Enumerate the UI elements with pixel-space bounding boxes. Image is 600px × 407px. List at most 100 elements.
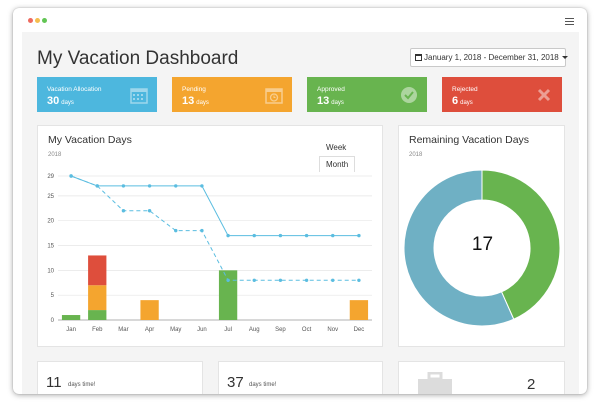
x-tick-label: Apr [145,327,154,333]
stat-label: Approved [317,86,345,93]
line-point [252,278,256,282]
summary-label: days time! [249,382,277,388]
y-tick-label: 0 [51,318,55,324]
line-point [95,184,99,188]
briefcase-icon [418,372,452,394]
donut-center-value: 17 [471,234,494,255]
bar-segment [61,315,81,320]
line-point [304,278,309,282]
x-tick-label: Feb [92,327,103,333]
summary-card-3: 2 [398,361,565,394]
panel-title: Remaining Vacation Days [409,134,530,146]
line-point [200,228,204,233]
y-tick-label: 10 [47,268,54,274]
date-range-picker[interactable]: January 1, 2018 - December 31, 2018 [410,48,568,67]
series-line [70,175,359,281]
y-tick-label: 15 [47,244,54,250]
caret-down-icon [561,56,568,59]
line-point [252,233,256,238]
close-window-dot[interactable] [28,18,33,23]
line-point [357,233,361,238]
y-tick-label: 5 [51,293,55,299]
close-icon [537,88,551,102]
bar-segment [140,300,159,320]
line-point [147,184,152,188]
line-point [331,233,335,238]
window-titlebar [13,8,587,32]
stat-card-rejected[interactable]: Rejected 6 days [442,77,562,112]
x-tick-label: Aug [249,327,260,333]
line-point [147,209,152,213]
stat-card-vacation-allocation[interactable]: Vacation Allocation 30 days [37,77,157,112]
x-tick-label: May [170,327,181,333]
stat-value: 30 days [47,95,74,107]
check-circle-icon [401,87,417,103]
summary-card-1: 11 days time! [37,361,203,394]
panel-title: My Vacation Days [48,134,132,146]
line-point [304,233,309,238]
stat-label: Vacation Allocation [47,86,102,93]
line-point [278,278,283,282]
app-window: My Vacation Dashboard January 1, 2018 - … [13,8,587,394]
line-point [357,278,361,282]
panel-year: 2018 [48,152,62,158]
x-tick-label: Dec [354,327,365,333]
stat-label: Pending [182,86,206,93]
maximize-window-dot[interactable] [42,18,47,23]
tab-month[interactable]: Month [319,156,356,172]
summary-value: 2 [527,376,536,393]
remaining-days-donut [403,169,561,327]
bar-segment [218,270,238,320]
remaining-days-panel: Remaining Vacation Days 2018 17 [398,125,565,347]
summary-value: 11 [46,374,62,391]
bar-segment [88,310,107,320]
bar-segment [88,255,107,286]
x-tick-label: Jul [224,327,232,333]
stat-card-pending[interactable]: Pending 13 days [172,77,292,112]
line-point [226,278,230,282]
x-tick-label: Jun [197,327,207,333]
summary-value: 37 [227,374,244,391]
vacation-days-chart: 0 5 10 15 20 25 29 Jan Feb Mar Apr May Jun Jul Aug Sep O… [47,174,372,333]
calendar-icon [130,88,148,104]
page-title: My Vacation Dashboard [37,48,239,69]
stat-label: Rejected [452,86,478,93]
bar-segment [349,300,369,320]
line-point [121,184,126,188]
series-line [70,175,359,237]
vacation-days-panel: My Vacation Days 2018 Week Month 0 5 10 15 2… [37,125,383,347]
summary-card-2: 37 days time! [218,361,383,394]
stat-value: 13 days [182,95,209,107]
x-tick-label: Mar [118,327,128,333]
minimize-window-dot[interactable] [35,18,40,23]
x-tick-label: Jan [66,327,76,333]
line-point [200,184,204,188]
y-tick-label: 20 [47,219,54,225]
y-tick-label: 25 [47,194,54,200]
stat-card-approved[interactable]: Approved 13 days [307,77,427,112]
donut-slice [481,169,561,320]
tab-week[interactable]: Week [326,143,347,152]
line-point [69,174,73,178]
calendar-clock-icon [265,88,283,104]
line-point [226,233,230,238]
line-point [278,233,283,238]
donut-slice [403,169,515,327]
date-range-label: January 1, 2018 - December 31, 2018 [424,53,559,62]
stat-value: 13 days [317,95,344,107]
x-tick-label: Oct [302,327,312,333]
stat-value: 6 days [452,95,473,107]
y-tick-label: 29 [47,174,54,180]
bar-segment [88,285,107,311]
summary-label: days time! [68,382,96,388]
panel-year: 2018 [409,152,423,158]
line-point [174,184,178,188]
x-tick-label: Nov [327,327,338,333]
x-tick-label: Sep [275,327,286,333]
line-point [331,278,335,282]
dashboard-content: My Vacation Dashboard January 1, 2018 - … [22,32,579,394]
line-point [121,209,126,213]
calendar-icon [415,54,422,61]
line-point [174,228,178,233]
menu-icon[interactable] [565,18,574,26]
